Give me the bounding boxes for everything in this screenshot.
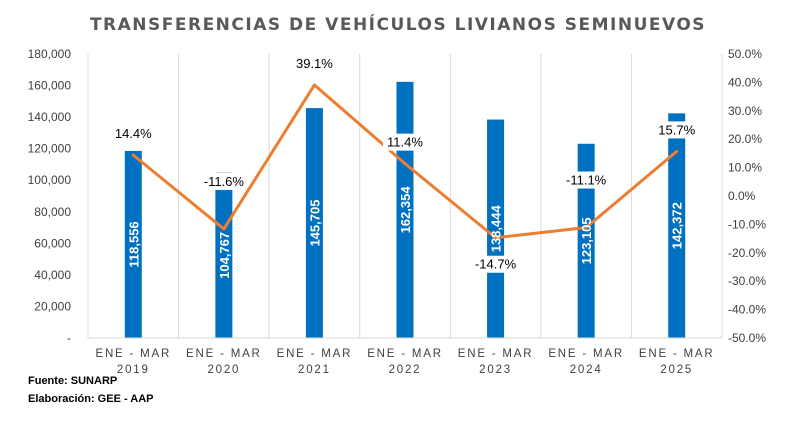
y-right-tick-label: -10.0% bbox=[728, 217, 766, 231]
y-right-tick-label: 0.0% bbox=[728, 189, 756, 203]
x-tick-label-period: ENE - MAR bbox=[186, 348, 262, 360]
y-right-tick-label: 10.0% bbox=[728, 161, 762, 175]
x-tick-label-period: ENE - MAR bbox=[277, 348, 353, 360]
bar-value-label: 104,767 bbox=[217, 232, 232, 279]
x-tick-label-period: ENE - MAR bbox=[367, 348, 443, 360]
percent-label: 11.4% bbox=[387, 135, 423, 150]
chart-title: TRANSFERENCIAS DE VEHÍCULOS LIVIANOS SEM… bbox=[90, 13, 706, 35]
percent-label-bg bbox=[111, 125, 156, 143]
percent-label-bg bbox=[564, 171, 609, 189]
y-left-tick-label: 60,000 bbox=[34, 236, 71, 250]
x-tick-label-period: ENE - MAR bbox=[639, 348, 715, 360]
line-point bbox=[222, 227, 226, 231]
y-right-tick-label: 30.0% bbox=[728, 104, 762, 118]
x-tick-label-year: 2021 bbox=[298, 364, 331, 376]
bar bbox=[577, 143, 595, 338]
percent-label: -11.1% bbox=[566, 173, 607, 188]
x-tick-label-period: ENE - MAR bbox=[548, 348, 624, 360]
x-tick-label-year: 2023 bbox=[479, 364, 512, 376]
bar bbox=[487, 119, 505, 338]
bar bbox=[305, 108, 323, 338]
x-tick-label-period: ENE - MAR bbox=[458, 348, 534, 360]
bar-series bbox=[124, 81, 686, 339]
percent-label: -14.7% bbox=[475, 257, 517, 272]
y-right-tick-label: -30.0% bbox=[728, 274, 766, 288]
author-note: Elaboración: GEE - AAP bbox=[28, 393, 154, 405]
line-point bbox=[584, 226, 588, 230]
line-point bbox=[403, 162, 407, 166]
percent-label: 15.7% bbox=[658, 122, 695, 137]
y-right-tick-label: 40.0% bbox=[728, 75, 762, 89]
percent-label-bg bbox=[292, 54, 337, 72]
percent-label-bg bbox=[654, 121, 699, 139]
y-left-tick-label: 100,000 bbox=[28, 173, 72, 187]
line-point bbox=[494, 236, 498, 240]
percent-label: -11.6% bbox=[204, 174, 245, 189]
line-point bbox=[131, 153, 135, 157]
x-tick-label-year: 2019 bbox=[117, 364, 150, 376]
bar-value-label: 145,705 bbox=[307, 200, 322, 247]
bar-value-label: 142,372 bbox=[670, 202, 685, 249]
bar-value-label: 123,105 bbox=[579, 217, 594, 264]
x-tick-label-year: 2022 bbox=[389, 364, 422, 376]
percent-label-bg bbox=[473, 255, 518, 273]
y-right-tick-label: 20.0% bbox=[728, 132, 762, 146]
x-tick-label-year: 2024 bbox=[570, 364, 603, 376]
y-left-tick-label: 80,000 bbox=[34, 205, 71, 219]
bar-value-label: 118,556 bbox=[126, 221, 141, 267]
y-left-tick-label: 40,000 bbox=[34, 268, 71, 282]
source-note: Fuente: SUNARP bbox=[28, 375, 118, 387]
y-left-tick-label: 180,000 bbox=[28, 47, 72, 61]
y-right-tick-label: -20.0% bbox=[728, 246, 766, 260]
bar bbox=[668, 113, 686, 338]
y-left-tick-label: 20,000 bbox=[34, 299, 71, 313]
line-point bbox=[312, 83, 316, 87]
x-tick-label-year: 2020 bbox=[207, 364, 240, 376]
line-series bbox=[131, 83, 679, 240]
y-left-tick-label: - bbox=[67, 331, 71, 345]
bar-value-label: 162,354 bbox=[398, 186, 413, 234]
y-left-tick-label: 120,000 bbox=[28, 142, 72, 156]
percent-label: 39.1% bbox=[296, 56, 333, 71]
bar-value-label: 138,444 bbox=[489, 205, 504, 253]
bar bbox=[215, 172, 233, 338]
y-left-tick-label: 140,000 bbox=[28, 110, 72, 124]
x-tick-label-period: ENE - MAR bbox=[95, 348, 171, 360]
y-left-tick-label: 160,000 bbox=[28, 79, 72, 93]
percent-label: 14.4% bbox=[115, 126, 152, 141]
percent-label-bg bbox=[201, 172, 246, 190]
x-tick-label-year: 2025 bbox=[660, 364, 693, 376]
y-right-tick-label: 50.0% bbox=[728, 47, 762, 61]
axes: - 20,000 40,000 60,000 80,000 100,000 120,000 1… bbox=[28, 47, 767, 376]
percent-label-bg bbox=[383, 133, 427, 151]
y-right-tick-label: -40.0% bbox=[728, 303, 766, 317]
y-right-tick-label: -50.0% bbox=[728, 331, 766, 345]
data-labels: 118,556 104,767 145,705 162,354 138,444 123,1… bbox=[111, 54, 699, 279]
line-point bbox=[675, 149, 679, 153]
bar bbox=[124, 150, 142, 338]
grid-lines bbox=[178, 54, 632, 338]
